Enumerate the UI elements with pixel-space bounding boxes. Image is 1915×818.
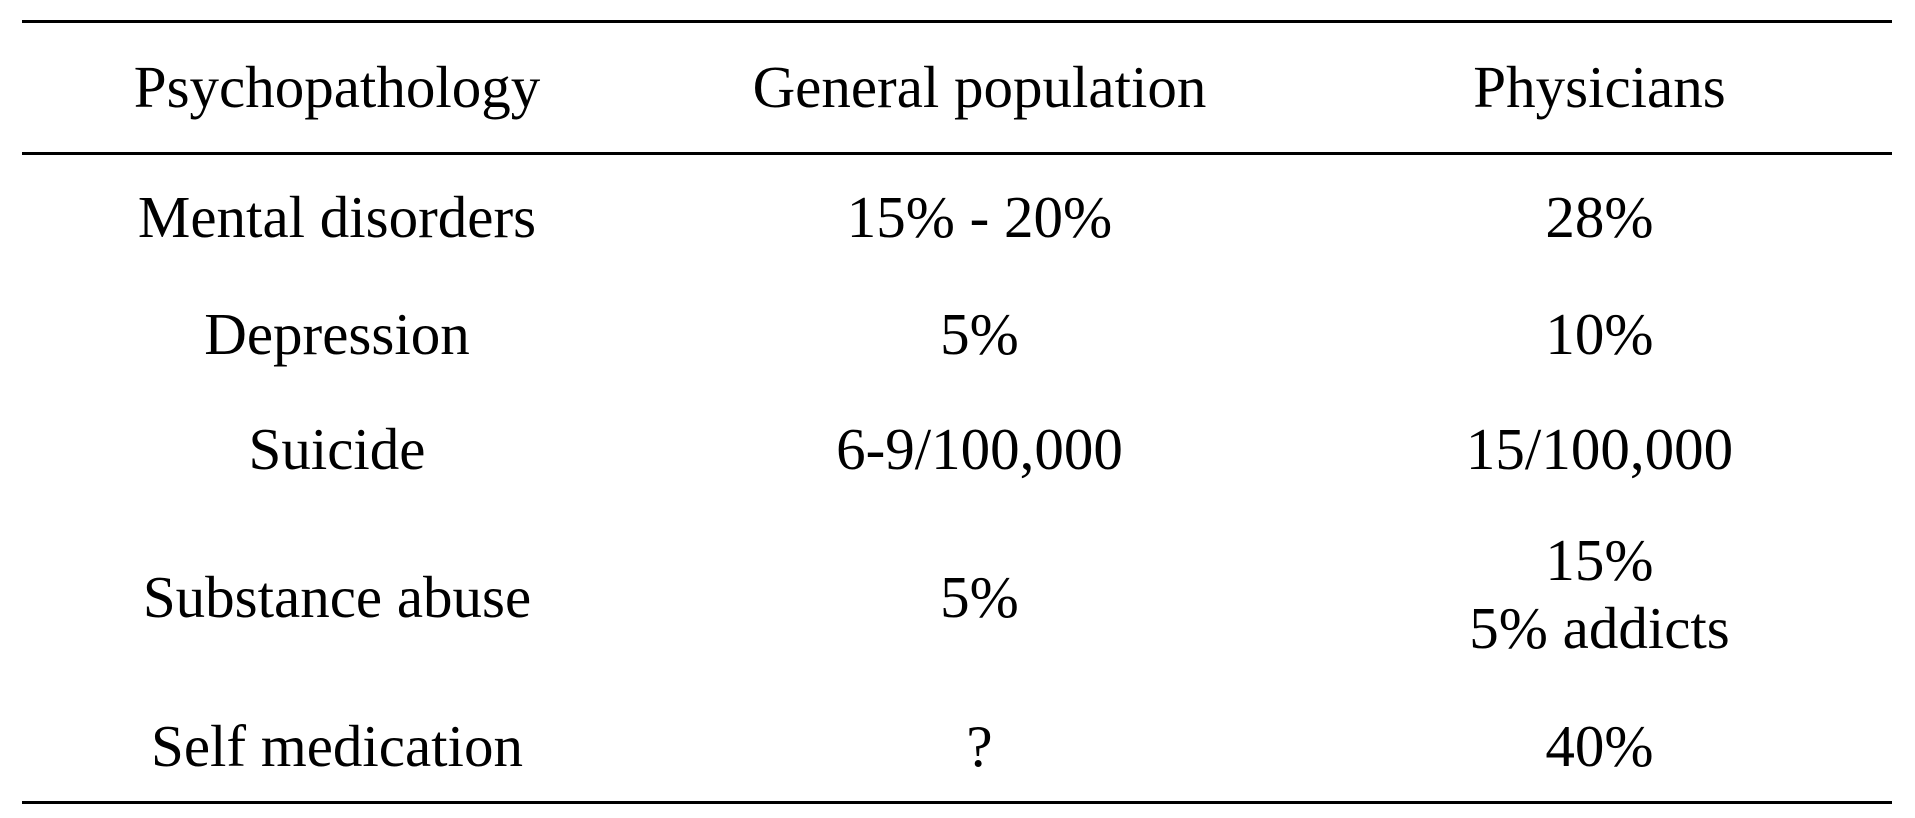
cell-psychopathology: Depression [204, 301, 470, 367]
cell-psychopathology: Mental disorders [137, 184, 537, 250]
cell-psychopathology: Substance abuse [142, 564, 532, 630]
cell-physicians: 15% 5% addicts [1307, 526, 1892, 662]
cell-general-population: 6-9/100,000 [836, 416, 1123, 482]
cell-general-population: 5% [940, 301, 1019, 367]
top-rule [22, 20, 1892, 23]
cell-psychopathology: Suicide [248, 416, 426, 482]
bottom-rule [22, 801, 1892, 804]
cell-general-population: 15% - 20% [846, 184, 1113, 250]
cell-psychopathology: Self medication [151, 713, 523, 779]
cell-physicians: 28% [1545, 184, 1654, 250]
cell-general-population: ? [966, 713, 993, 779]
cell-physicians-line: 5% addicts [1469, 595, 1730, 661]
header-general-population: General population [752, 54, 1207, 120]
cell-physicians: 40% [1545, 713, 1654, 779]
cell-physicians-line: 15% [1545, 527, 1654, 593]
header-psychopathology: Psychopathology [133, 54, 541, 120]
cell-physicians: 15/100,000 [1465, 416, 1734, 482]
cell-general-population: 5% [940, 564, 1019, 630]
data-table: Psychopathology General population Physi… [22, 0, 1892, 818]
header-rule [22, 152, 1892, 155]
cell-physicians: 10% [1545, 301, 1654, 367]
header-physicians: Physicians [1473, 54, 1726, 120]
